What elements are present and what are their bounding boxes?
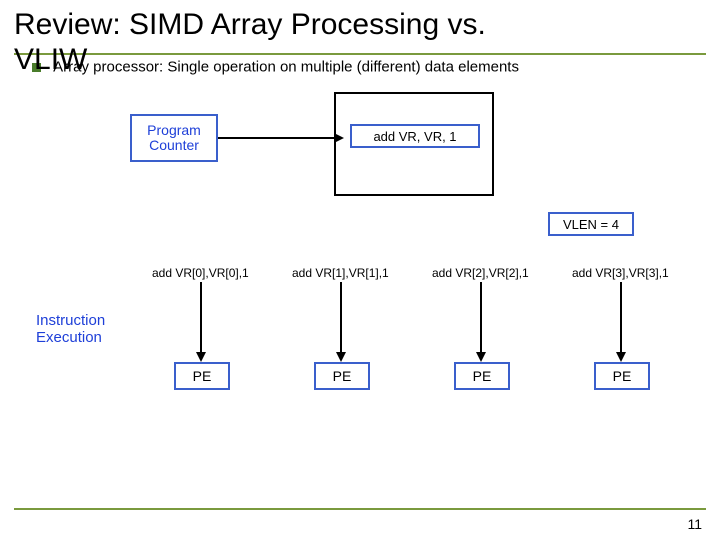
lane-arrow-head: [336, 352, 346, 362]
vlen-text: VLEN = 4: [563, 217, 619, 232]
footer-rule: [14, 508, 706, 510]
slide-title: Review: SIMD Array Processing vs. VLIW: [14, 8, 706, 77]
lane-arrow: [340, 282, 342, 352]
pe-box: PE: [314, 362, 370, 390]
instruction-execution-label: InstructionExecution: [36, 312, 105, 347]
pe-box: PE: [174, 362, 230, 390]
lane-arrow-head: [616, 352, 626, 362]
program-counter-box: Program Counter: [130, 114, 218, 162]
diagram-area: Program Counter add VR, VR, 1 VLEN = 4 I…: [0, 90, 720, 470]
lane-label: add VR[2],VR[2],1: [432, 266, 529, 280]
page-number: 11: [687, 516, 702, 532]
lane-arrow: [620, 282, 622, 352]
lane-label: add VR[3],VR[3],1: [572, 266, 669, 280]
lane-arrow: [480, 282, 482, 352]
lane-arrow: [200, 282, 202, 352]
program-counter-label: Program Counter: [138, 123, 210, 154]
lane-arrow-head: [476, 352, 486, 362]
arrow-pc-to-instr: [218, 137, 334, 139]
title-line-1: Review: SIMD Array Processing vs.: [14, 8, 486, 41]
lane-label: add VR[0],VR[0],1: [152, 266, 249, 280]
title-line-2: VLIW: [14, 43, 87, 76]
instruction-box: add VR, VR, 1: [350, 124, 480, 148]
pe-box: PE: [594, 362, 650, 390]
lane-arrow-head: [196, 352, 206, 362]
vlen-box: VLEN = 4: [548, 212, 634, 236]
lane-label: add VR[1],VR[1],1: [292, 266, 389, 280]
pe-box: PE: [454, 362, 510, 390]
instruction-text: add VR, VR, 1: [373, 129, 456, 144]
